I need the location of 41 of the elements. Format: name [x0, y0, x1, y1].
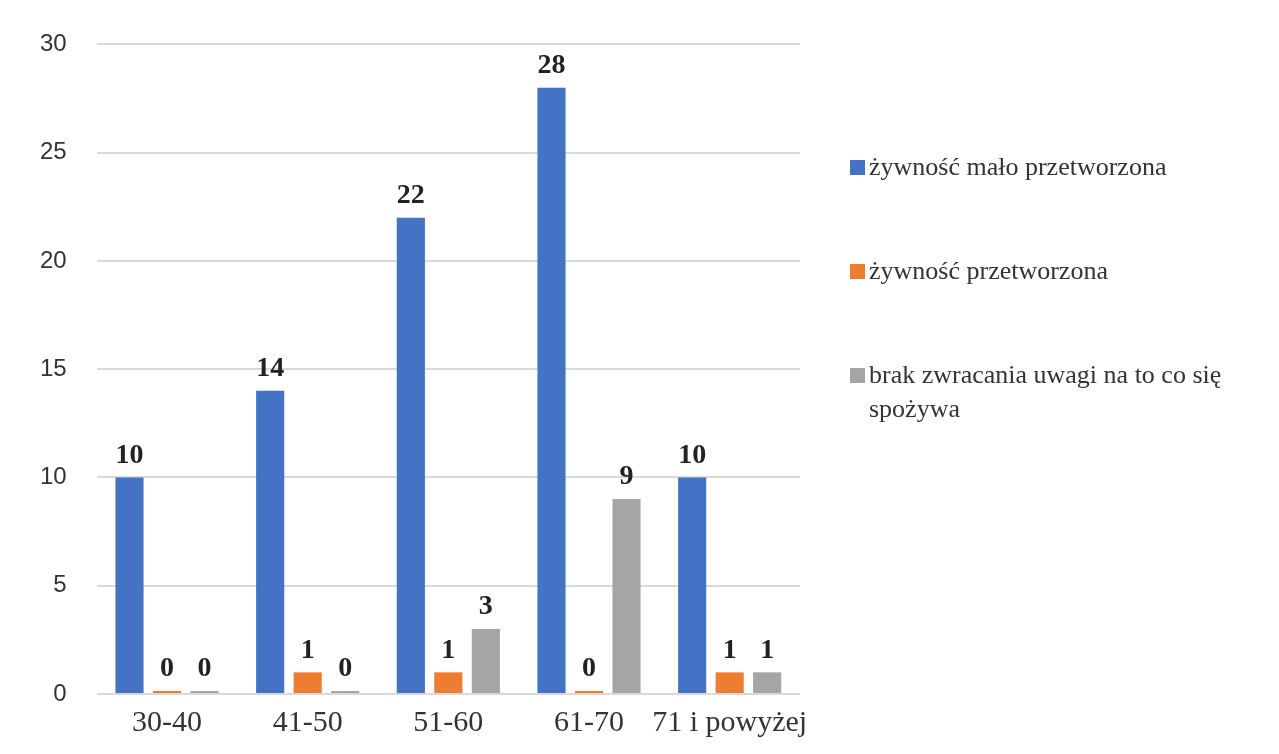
bar [678, 477, 707, 693]
data-label: 0 [338, 651, 353, 683]
bar [256, 390, 285, 693]
bar [293, 672, 322, 693]
legend-label: żywność mało przetworzona [869, 151, 1167, 183]
y-tick-label: 15 [39, 353, 67, 381]
data-label: 0 [160, 651, 175, 683]
data-label: 0 [197, 651, 212, 683]
bar [434, 672, 463, 693]
data-label: 10 [115, 437, 144, 469]
y-tick-label: 25 [39, 137, 67, 165]
bar [396, 217, 425, 693]
data-label: 3 [478, 589, 493, 621]
legend-label: żywność przetworzona [869, 255, 1108, 287]
data-label: 10 [678, 437, 707, 469]
bar [715, 672, 744, 693]
y-tick-label: 5 [53, 570, 67, 598]
data-label: 9 [619, 459, 634, 491]
data-label: 1 [760, 632, 775, 664]
y-tick-label: 0 [53, 678, 67, 706]
bar [612, 499, 641, 693]
x-tick-label: 51-60 [413, 703, 484, 737]
x-tick-label: 41-50 [272, 703, 343, 737]
y-tick-label: 10 [39, 462, 67, 490]
bar [753, 672, 782, 693]
legend-label: brak zwracania uwagi na to co się spożywa [869, 359, 1223, 425]
x-tick-label: 30-40 [132, 703, 203, 737]
data-label: 22 [396, 177, 425, 209]
y-tick-label: 30 [39, 29, 67, 57]
bar [115, 477, 144, 693]
data-label: 0 [582, 651, 597, 683]
data-label: 28 [537, 47, 566, 79]
y-tick-label: 20 [39, 245, 67, 273]
bar [471, 629, 500, 693]
x-tick-label: 71 i powyżej [652, 703, 808, 737]
data-label: 1 [722, 632, 737, 664]
data-label: 1 [300, 632, 315, 664]
data-label: 1 [441, 632, 456, 664]
data-label: 14 [256, 351, 285, 383]
bar [537, 87, 566, 693]
x-tick-label: 61-70 [554, 703, 625, 737]
